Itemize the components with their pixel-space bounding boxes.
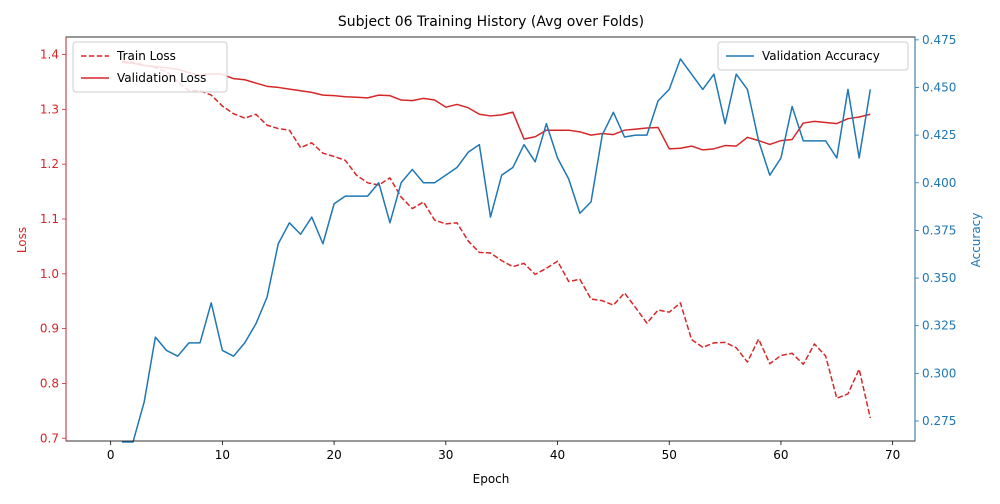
x-tick-label: 60 [773,448,788,462]
y-tick-label-left: 0.8 [40,376,59,390]
y-tick-label-right: 0.450 [922,81,956,95]
y-tick-label-left: 1.2 [40,157,59,171]
y-tick-label-left: 0.7 [40,431,59,445]
y-tick-label-right: 0.400 [922,176,956,190]
y-tick-label-left: 1.3 [40,102,59,116]
plot-area: 0 10 20 30 40 50 60 70 0.7 0.8 0.9 1.0 1.1 1.2 1.3 1.4 0… [40,33,956,462]
chart-title: Subject 06 Training History (Avg over Fo… [338,14,644,30]
x-tick-label: 70 [885,448,900,462]
y-tick-label-left: 0.9 [40,322,59,336]
x-tick-label: 10 [215,448,230,462]
x-axis-label: Epoch [473,472,510,486]
y-tick-label-left: 1.4 [40,48,59,62]
series-line-validation-loss [121,61,871,151]
y-tick-label-right: 0.375 [922,223,956,237]
y-tick-label-right: 0.325 [922,319,956,333]
legend-label-validation-accuracy: Validation Accuracy [762,49,880,63]
series-line-train-loss [121,60,872,419]
y-tick-label-left: 1.0 [40,267,59,281]
legend-right: Validation Accuracy [717,41,909,71]
y-tick-label-right: 0.275 [922,414,956,428]
y-axis-label-left: Loss [15,227,29,253]
x-tick-label: 20 [326,448,341,462]
y-tick-label-right: 0.350 [922,271,956,285]
y-tick-label-right: 0.300 [922,366,956,380]
legend-label-validation-loss: Validation Loss [117,71,206,85]
x-tick-label: 0 [107,448,115,462]
y-tick-label-right: 0.475 [922,33,956,47]
y-axis-label-right: Accuracy [969,213,983,268]
legend-right-box [717,41,909,71]
x-tick-label: 50 [662,448,677,462]
y-tick-label-right: 0.425 [922,128,956,142]
x-tick-label: 40 [550,448,565,462]
plot-frame [65,36,916,442]
legend-label-train-loss: Train Loss [116,49,176,63]
x-tick-label: 30 [438,448,453,462]
y-tick-label-left: 1.1 [40,212,59,226]
legend-left-box [72,41,228,93]
legend-left: Train Loss Validation Loss [72,41,228,93]
series-line-validation-accuracy [121,58,872,443]
